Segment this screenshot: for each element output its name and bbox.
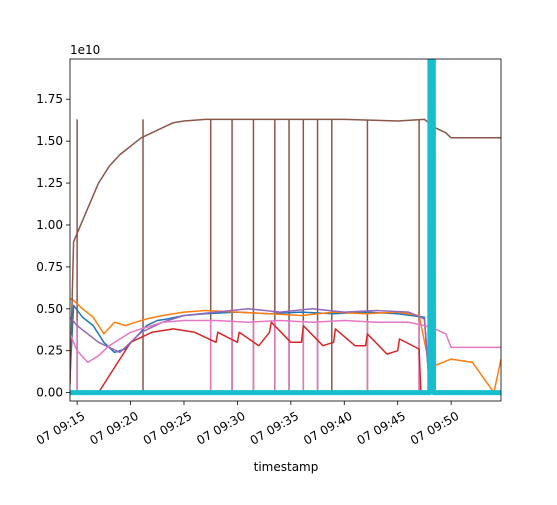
- x-tick-label-2: 07 09:25: [141, 409, 194, 448]
- x-tick-label-0: 07 09:15: [34, 409, 87, 448]
- series-line-6: [70, 319, 501, 364]
- y-tick-label-5: 1.25: [36, 176, 63, 190]
- y-tick-label-1: 0.25: [36, 344, 63, 358]
- x-tick-label-7: 07 09:50: [408, 409, 461, 448]
- plot-frame: [69, 58, 502, 402]
- y-axis: 0.00 0.25 0.50 0.75 1.00 1.25 1.50 1.75: [36, 92, 70, 400]
- series-line-7: [70, 59, 501, 396]
- y-tick-label-2: 0.50: [36, 302, 63, 316]
- x-tick-label-4: 07 09:35: [248, 409, 301, 448]
- y-scale-label: 1e10: [70, 43, 100, 57]
- series-line-5: [70, 118, 501, 385]
- series-line-3: [70, 321, 501, 394]
- y-tick-label-0: 0.00: [36, 386, 63, 400]
- x-tick-label-3: 07 09:30: [194, 409, 247, 448]
- x-axis: 07 09:15 07 09:20 07 09:25 07 09:30 07 09:35…: [34, 401, 461, 448]
- y-tick-label-6: 1.50: [36, 134, 63, 148]
- x-tick-label-5: 07 09:40: [301, 409, 354, 448]
- series-line-4: [70, 308, 501, 394]
- series-line-0: [70, 304, 501, 394]
- y-tick-label-4: 1.00: [36, 218, 63, 232]
- y-tick-label-7: 1.75: [36, 92, 63, 106]
- x-axis-label: timestamp: [254, 460, 319, 474]
- x-tick-label-6: 07 09:45: [355, 409, 408, 448]
- x-tick-label-1: 07 09:20: [87, 409, 140, 448]
- y-tick-label-3: 0.75: [36, 260, 63, 274]
